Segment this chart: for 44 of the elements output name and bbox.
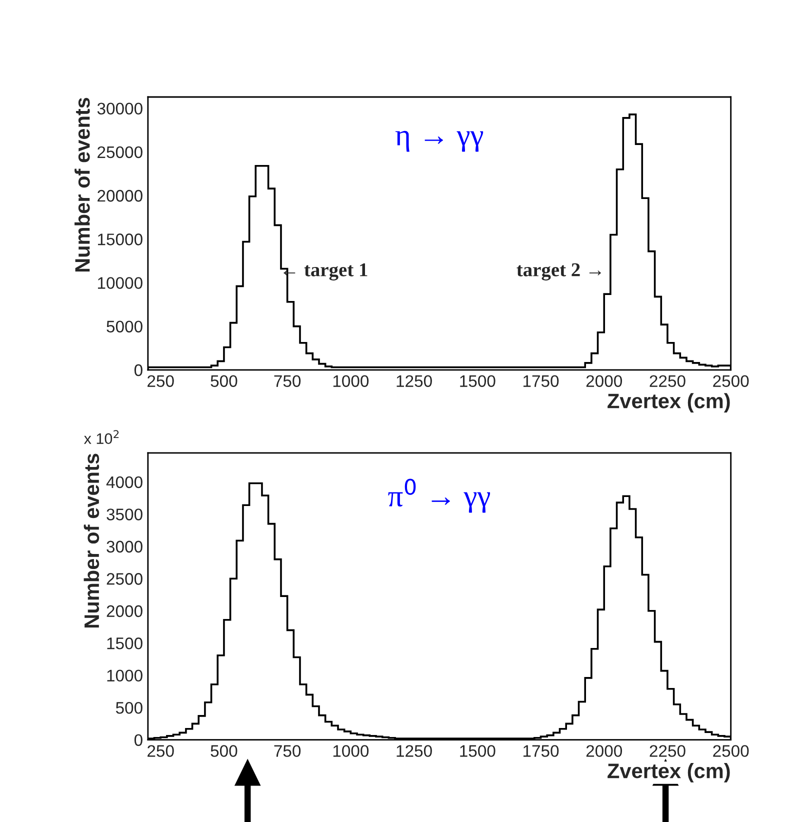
x-tick-label: 500 (210, 375, 238, 388)
x-axis-title: Zvertex (cm) (608, 393, 730, 412)
x-tick-label: 2250 (650, 375, 686, 388)
x-tick-label: 250 (148, 375, 174, 388)
x-axis-title: Zvertex (cm) (608, 762, 730, 782)
x-tick-label: 2500 (713, 745, 749, 757)
y-tick-label: 10000 (98, 277, 142, 289)
y-tick-label: 4000 (106, 476, 142, 488)
y-axis-title: Number of events (84, 454, 100, 628)
x-tick-label: 500 (210, 745, 238, 757)
y-tick-label: 20000 (98, 190, 142, 202)
text: x 10$^{2}$ (84, 430, 119, 444)
y-tick-label: 25000 (98, 146, 142, 158)
y-tick-label: 3500 (106, 508, 142, 520)
y-tick-label: 1500 (107, 638, 142, 650)
y-axis-title: Number of events (74, 98, 90, 272)
x-tick-label: 2500 (713, 375, 749, 388)
annotation: target 2 → (516, 263, 601, 280)
x-tick-label: 2000 (586, 745, 622, 757)
x-tick-label: 1750 (523, 745, 559, 757)
x-tick-label: 750 (274, 375, 301, 388)
x-tick-label: 750 (274, 745, 301, 757)
y-tick-label: 2500 (106, 573, 142, 585)
x-tick-label: 1750 (523, 375, 559, 388)
annotation: η → γγ (395, 130, 484, 152)
annotation: π$^{0}$ → γγ (388, 478, 490, 513)
y-tick-label: 5000 (106, 320, 142, 333)
x-tick-label: 250 (148, 745, 174, 757)
y-tick-label: 500 (116, 702, 142, 714)
x-tick-label: 2000 (586, 375, 622, 388)
y-tick-label: 1000 (107, 670, 142, 682)
x-tick-label: 1500 (460, 745, 496, 757)
x-tick-label: 1250 (396, 375, 432, 388)
x-tick-label: 1250 (396, 745, 432, 757)
x-tick-label: 1000 (333, 375, 369, 388)
y-tick-label: 15000 (98, 234, 142, 246)
y-tick-label: 2000 (106, 605, 142, 618)
y-tick-label: 30000 (97, 102, 142, 115)
y-tick-label: 3000 (106, 540, 142, 553)
x-tick-label: 2250 (650, 745, 686, 757)
x-tick-label: 1000 (333, 745, 369, 757)
y-tick-label: 0 (134, 364, 142, 376)
y-tick-label: 0 (134, 734, 142, 746)
x-tick-label: 1500 (460, 375, 496, 388)
